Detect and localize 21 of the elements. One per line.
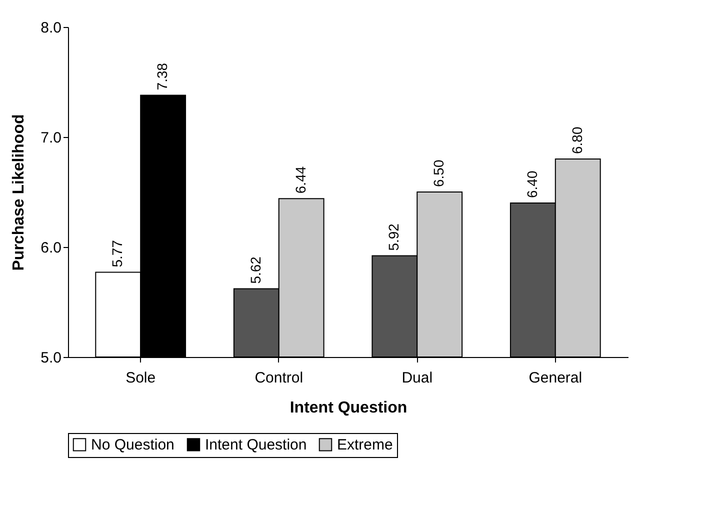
y-tick-label: 7.0 — [40, 130, 62, 146]
data-label: 5.92 — [386, 223, 402, 251]
legend-label: No Question — [91, 436, 174, 454]
legend-label: Extreme — [337, 436, 393, 454]
x-axis-title: Intent Question — [290, 400, 408, 416]
x-tick-label: Dual — [402, 370, 433, 386]
y-axis-title: Purchase Likelihood — [10, 114, 28, 271]
x-tick-label: General — [528, 370, 582, 386]
legend-label: Intent Question — [205, 436, 307, 454]
x-tick-label: Control — [254, 370, 304, 386]
x-tick-label: Sole — [126, 370, 156, 386]
y-tick-label: 8.0 — [40, 20, 62, 36]
data-label: 6.80 — [568, 126, 585, 154]
data-label: 5.77 — [109, 240, 126, 268]
data-label: 6.50 — [430, 160, 447, 187]
data-label: 6.44 — [292, 166, 308, 194]
y-tick-label: 5.0 — [40, 350, 62, 366]
data-label: 5.62 — [247, 256, 264, 284]
data-label: 6.40 — [524, 170, 540, 198]
y-tick-label: 6.0 — [40, 240, 62, 256]
data-label: 7.38 — [154, 62, 170, 90]
